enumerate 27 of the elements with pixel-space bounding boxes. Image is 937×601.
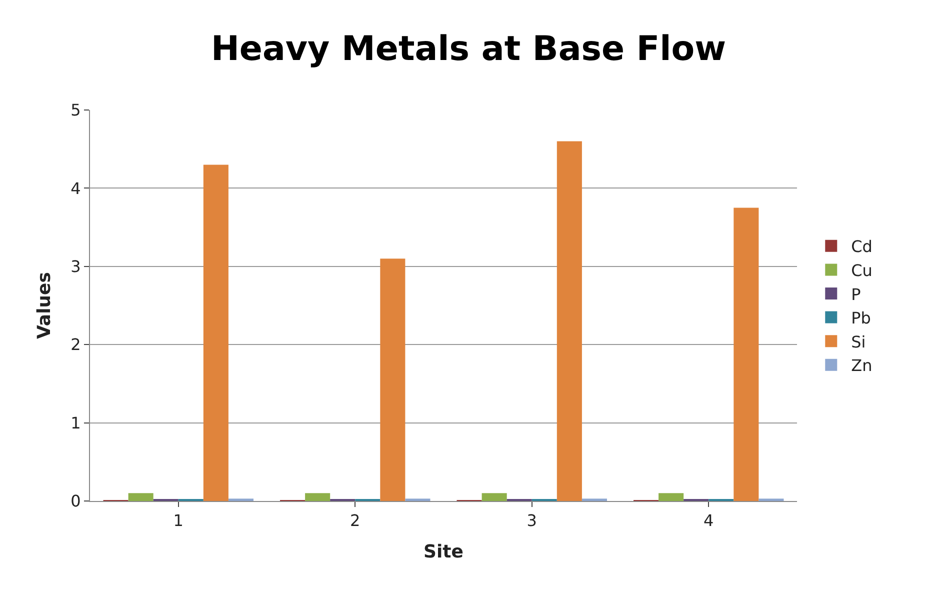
legend-label: Cd bbox=[851, 237, 872, 256]
y-tick-label: 0 bbox=[70, 492, 81, 511]
chart-title: Heavy Metals at Base Flow bbox=[210, 28, 726, 69]
y-tick-label: 5 bbox=[70, 100, 81, 120]
legend-label: Cu bbox=[851, 260, 872, 280]
bar bbox=[128, 493, 154, 501]
x-tick-label: 4 bbox=[704, 511, 714, 530]
bar bbox=[305, 493, 330, 501]
legend-label: Zn bbox=[851, 356, 872, 376]
bar bbox=[203, 164, 228, 501]
bar bbox=[482, 493, 507, 501]
bar bbox=[556, 141, 582, 501]
x-tick-label: 1 bbox=[173, 511, 184, 530]
x-tick-label: 3 bbox=[526, 511, 537, 530]
legend-label: P bbox=[851, 284, 862, 304]
legend-label: Pb bbox=[851, 308, 871, 328]
y-tick-label: 1 bbox=[70, 413, 81, 432]
legend-label: Si bbox=[851, 332, 866, 352]
y-axis-title: Values bbox=[34, 272, 55, 339]
x-tick-label: 2 bbox=[350, 511, 360, 530]
bar bbox=[734, 208, 759, 501]
x-axis-title: Site bbox=[424, 541, 464, 562]
y-tick-label: 2 bbox=[70, 335, 81, 354]
bar bbox=[658, 493, 684, 501]
y-tick-label: 3 bbox=[70, 257, 81, 276]
bar bbox=[380, 258, 406, 501]
y-tick-label: 4 bbox=[70, 178, 81, 198]
